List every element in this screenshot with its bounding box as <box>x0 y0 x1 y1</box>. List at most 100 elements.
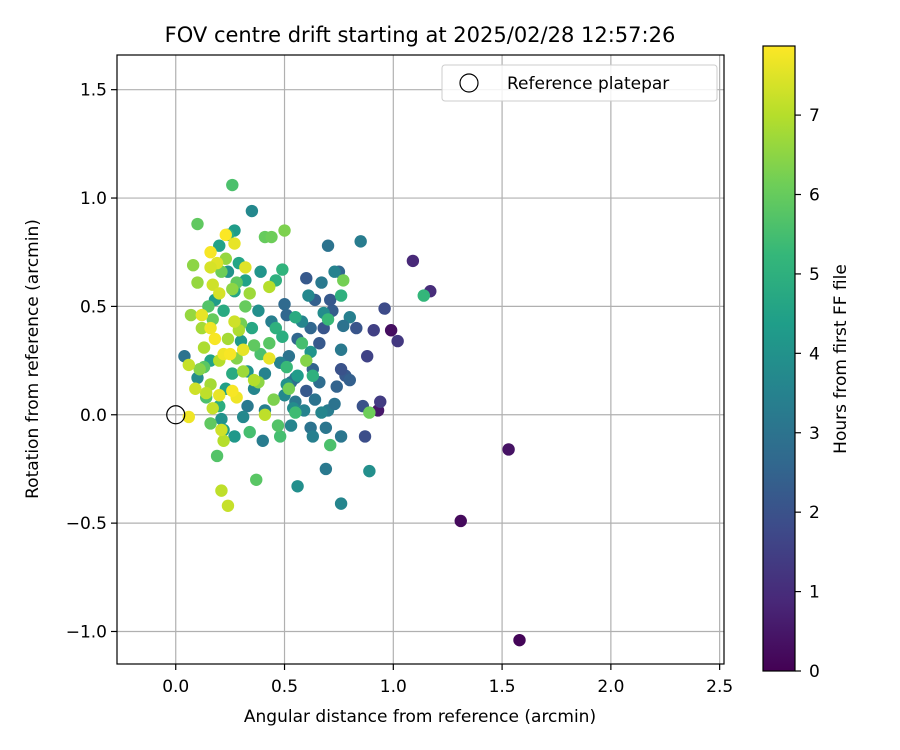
data-point <box>228 430 241 443</box>
data-point <box>300 354 313 367</box>
data-point <box>363 464 376 478</box>
legend-box <box>441 64 718 102</box>
legend: Reference platepar <box>441 64 718 102</box>
data-point <box>324 293 337 307</box>
data-point <box>219 228 232 242</box>
data-point <box>189 382 202 395</box>
data-point <box>193 363 206 376</box>
data-point <box>291 480 304 493</box>
data-point <box>195 321 209 335</box>
data-point <box>334 363 348 376</box>
data-point <box>204 321 217 335</box>
data-point <box>252 304 265 317</box>
data-point <box>300 384 313 398</box>
colorbar-ticks: 0 1 2 3 4 5 6 7 <box>795 106 820 682</box>
data-point <box>328 265 341 278</box>
data-point <box>334 289 348 302</box>
data-point <box>263 280 276 294</box>
data-point <box>195 308 209 322</box>
data-point <box>367 324 380 337</box>
data-point <box>191 276 204 289</box>
data-point <box>182 410 195 424</box>
data-point <box>315 406 328 419</box>
data-point <box>215 484 228 497</box>
data-point <box>236 343 250 356</box>
data-point <box>226 384 239 398</box>
data-point <box>271 419 285 432</box>
data-point <box>186 259 200 272</box>
x-tick-label: 2.0 <box>597 677 624 697</box>
data-point <box>204 246 217 259</box>
x-tick-label: 2.5 <box>706 677 733 697</box>
colorbar-tick-label: 1 <box>809 583 820 603</box>
data-point <box>256 434 269 447</box>
data-point <box>210 449 224 463</box>
data-point <box>300 272 313 285</box>
colorbar-tick-label: 4 <box>809 344 820 364</box>
x-tick-label: 1.0 <box>380 677 407 697</box>
data-point <box>228 315 241 328</box>
data-point <box>273 430 287 443</box>
data-point <box>306 369 320 382</box>
data-point <box>282 382 296 395</box>
data-point <box>236 410 250 424</box>
data-point <box>239 300 252 313</box>
data-point <box>221 332 235 346</box>
data-point <box>454 514 467 528</box>
data-point <box>243 287 256 300</box>
data-point <box>200 386 213 400</box>
y-tick-label: 1.5 <box>80 81 107 101</box>
data-point <box>213 389 226 402</box>
y-tick-label: 0.0 <box>80 406 107 426</box>
colorbar-tick-label: 7 <box>809 106 820 126</box>
data-point <box>202 300 215 313</box>
y-tick-label: 0.5 <box>80 297 107 317</box>
data-point <box>204 417 217 430</box>
colorbar-tick-label: 5 <box>809 265 820 285</box>
data-point <box>343 311 356 324</box>
data-point <box>197 341 211 354</box>
data-point <box>282 350 296 363</box>
colorbar-tick-label: 2 <box>809 503 820 523</box>
data-point <box>217 304 230 317</box>
data-point <box>204 261 217 274</box>
data-point <box>291 369 304 382</box>
colorbar-tick-label: 3 <box>809 424 820 444</box>
data-point <box>315 276 328 289</box>
data-point <box>306 430 320 443</box>
scatter-points <box>178 178 526 647</box>
chart-title: FOV centre drift starting at 2025/02/28 … <box>165 23 676 47</box>
x-tick-label: 0.0 <box>162 677 189 697</box>
data-point <box>284 419 298 432</box>
data-point <box>263 352 276 365</box>
data-point <box>350 321 363 335</box>
data-point <box>206 278 219 291</box>
x-axis-ticks: 0.0 0.5 1.0 1.5 2.0 2.5 <box>162 664 733 697</box>
data-point <box>223 347 237 361</box>
data-point <box>213 287 226 300</box>
data-point <box>226 367 239 380</box>
colorbar: 0 1 2 3 4 5 6 7 Hours from first FF file <box>762 45 851 682</box>
data-point <box>502 443 515 456</box>
colorbar-tick-label: 0 <box>809 662 820 682</box>
data-point <box>258 408 272 421</box>
y-tick-label: −1.0 <box>66 622 107 642</box>
x-axis-label: Angular distance from reference (arcmin) <box>244 707 596 727</box>
data-point <box>319 421 333 434</box>
data-point <box>184 308 198 322</box>
data-point <box>358 430 372 443</box>
data-point <box>360 350 374 363</box>
data-point <box>289 311 302 324</box>
colorbar-label: Hours from first FF file <box>831 264 851 454</box>
data-point <box>343 373 356 387</box>
data-point <box>243 425 256 439</box>
data-point <box>215 412 228 426</box>
data-point <box>330 380 343 393</box>
data-point <box>191 217 204 231</box>
data-point <box>250 473 263 486</box>
data-point <box>245 321 259 335</box>
data-point <box>228 237 241 250</box>
data-point <box>247 373 261 387</box>
data-point <box>278 224 291 237</box>
